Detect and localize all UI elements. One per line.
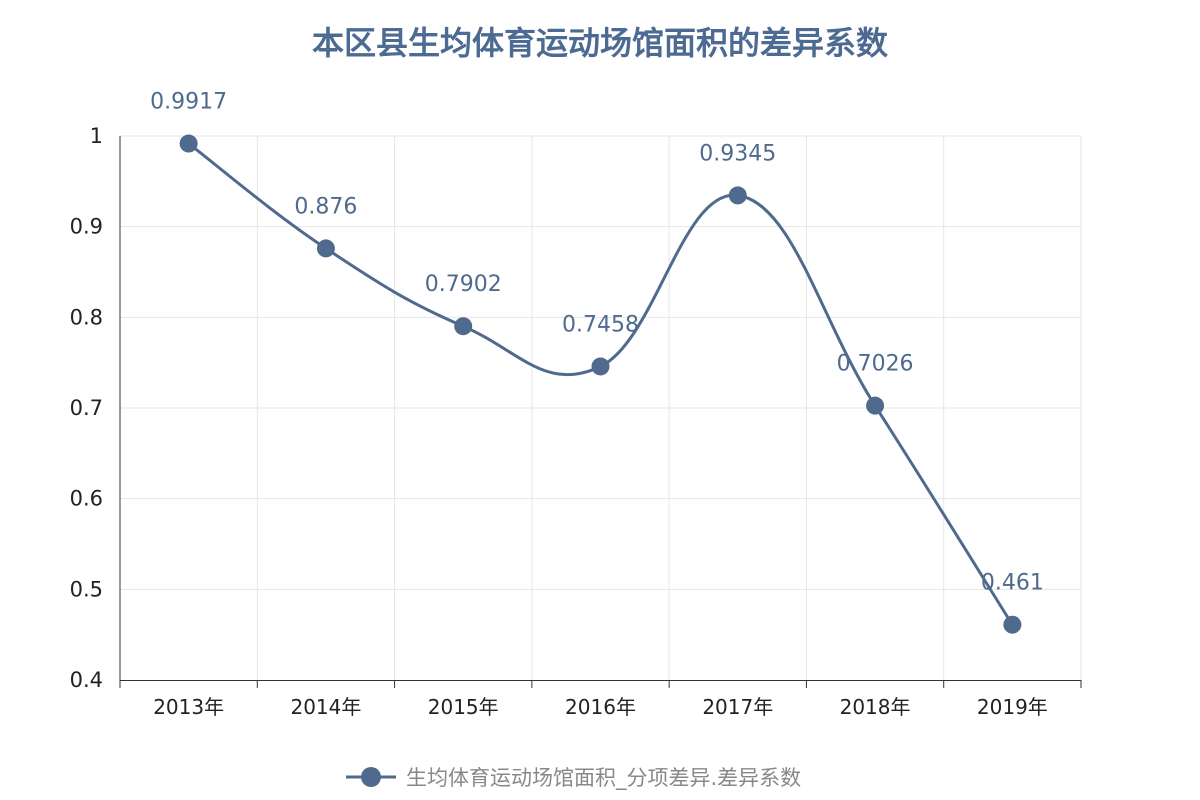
data-label: 0.9345 (699, 141, 776, 166)
data-label: 0.461 (981, 571, 1044, 596)
data-label: 0.7026 (837, 352, 914, 377)
data-point[interactable] (1003, 615, 1022, 634)
x-tick-label: 2018年 (840, 695, 911, 719)
x-tick-label: 2015年 (428, 695, 499, 719)
x-tick-label: 2017年 (702, 695, 773, 719)
y-tick-label: 1 (90, 124, 103, 148)
series-layer (179, 134, 1022, 634)
data-point[interactable] (591, 357, 610, 376)
data-point[interactable] (316, 239, 335, 258)
data-point[interactable] (179, 134, 198, 153)
data-label: 0.7458 (562, 312, 639, 337)
data-point[interactable] (454, 317, 473, 336)
y-tick-label: 0.8 (70, 305, 103, 329)
data-label: 0.9917 (150, 90, 227, 115)
data-point[interactable] (728, 186, 747, 205)
x-tick-label: 2016年 (565, 695, 636, 719)
chart-title: 本区县生均体育运动场馆面积的差异系数 (311, 24, 888, 62)
y-tick-label: 0.9 (70, 215, 103, 239)
x-tick-label: 2019年 (977, 695, 1048, 719)
legend-marker-icon (361, 767, 381, 787)
x-tick-label: 2014年 (290, 695, 361, 719)
axis-layer: 0.4 0.5 0.6 0.7 0.8 0.9 1 2013年 2014年 2015年 2016年 2… (70, 124, 1082, 719)
y-tick-label: 0.6 (70, 487, 103, 511)
y-tick-label: 0.7 (70, 396, 103, 420)
x-tick-label: 2013年 (153, 695, 224, 719)
legend[interactable]: 生均体育运动场馆面积_分项差异.差异系数 (346, 766, 801, 791)
y-tick-label: 0.5 (70, 577, 103, 601)
data-label-layer: 0.9917 0.876 0.7902 0.7458 0.9345 0.7026 0.461 (150, 90, 1044, 596)
data-point[interactable] (866, 396, 885, 415)
y-tick-label: 0.4 (70, 668, 103, 692)
data-label: 0.876 (294, 194, 357, 219)
grid-layer (120, 135, 1082, 680)
legend-label: 生均体育运动场馆面积_分项差异.差异系数 (406, 766, 801, 791)
data-label: 0.7902 (425, 272, 502, 297)
